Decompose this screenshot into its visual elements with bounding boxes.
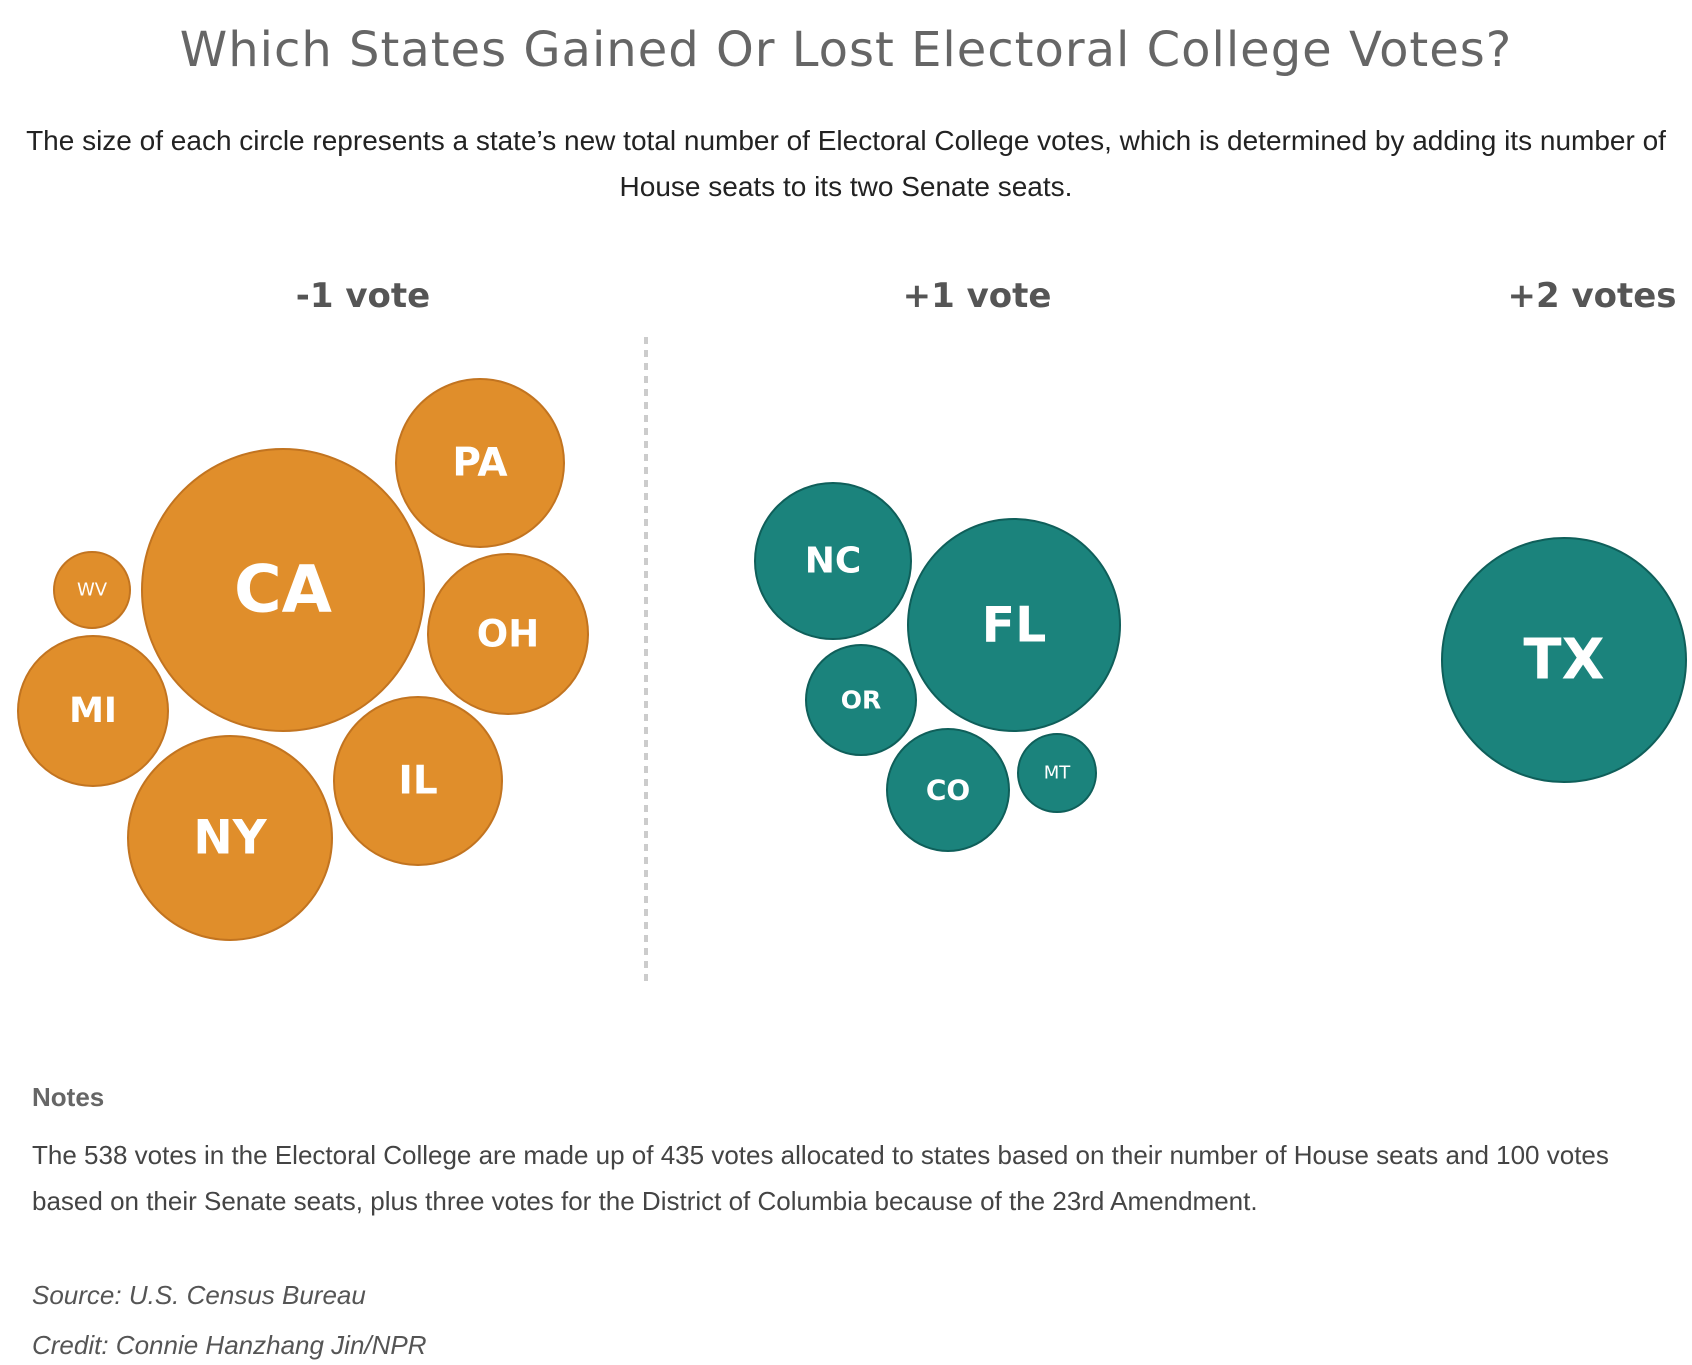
bubble-label-co: CO — [926, 774, 970, 807]
chart-title: Which States Gained Or Lost Electoral Co… — [179, 22, 1513, 78]
bubble-label-mi: MI — [69, 691, 117, 731]
bubble-chart: CA NY PA OH IL MI WV FL NC OR CO MT TX — [17, 337, 1687, 985]
bubble-label-ny: NY — [193, 811, 267, 866]
bubble-label-mt: MT — [1044, 763, 1072, 784]
notes-body: The 538 votes in the Electoral College a… — [32, 1140, 1609, 1216]
bubble-label-tx: TX — [1523, 628, 1604, 693]
bubble-ny: NY — [127, 735, 333, 941]
bubble-circle-mi — [17, 635, 169, 787]
source-line: Source: U.S. Census Bureau — [32, 1280, 366, 1310]
bubble-circle-pa — [395, 378, 565, 548]
bubble-label-ca: CA — [234, 553, 332, 628]
credit-line: Credit: Connie Hanzhang Jin/NPR — [32, 1330, 427, 1360]
bubble-circle-nc — [754, 482, 912, 640]
bubble-tx: TX — [1441, 537, 1687, 783]
bubble-pa: PA — [395, 378, 565, 548]
bubble-circle-tx — [1441, 537, 1687, 783]
bubble-label-il: IL — [398, 759, 437, 804]
bubble-label-fl: FL — [982, 597, 1047, 654]
bubble-or: OR — [805, 644, 917, 756]
bubble-label-nc: NC — [805, 541, 862, 582]
bubble-co: CO — [886, 728, 1010, 852]
bubble-label-wv: WV — [77, 580, 108, 601]
group-label-plus-1: +1 vote — [902, 276, 1052, 316]
bubble-wv: WV — [53, 551, 131, 629]
bubble-circle-co — [886, 728, 1010, 852]
bubble-il: IL — [333, 696, 503, 866]
bubble-mt: MT — [1017, 733, 1097, 813]
group-label-plus-2: +2 votes — [1507, 276, 1677, 316]
notes-heading: Notes — [32, 1082, 105, 1112]
bubble-circle-ny — [127, 735, 333, 941]
bubble-label-oh: OH — [477, 613, 539, 656]
chart-subtitle: The size of each circle represents a sta… — [26, 125, 1666, 202]
bubble-circle-il — [333, 696, 503, 866]
bubble-mi: MI — [17, 635, 169, 787]
bubble-circle-wv — [53, 551, 131, 629]
bubble-oh: OH — [427, 553, 589, 715]
bubble-circle-fl — [907, 518, 1121, 732]
bubble-circle-ca — [141, 448, 425, 732]
bubble-label-or: OR — [841, 686, 882, 715]
bubble-nc: NC — [754, 482, 912, 640]
bubble-ca: CA — [141, 448, 425, 732]
bubble-fl: FL — [907, 518, 1121, 732]
bubble-label-pa: PA — [452, 441, 507, 486]
bubble-circle-or — [805, 644, 917, 756]
group-label-minus-1: -1 vote — [295, 276, 431, 316]
bubble-circle-oh — [427, 553, 589, 715]
bubble-circle-mt — [1017, 733, 1097, 813]
